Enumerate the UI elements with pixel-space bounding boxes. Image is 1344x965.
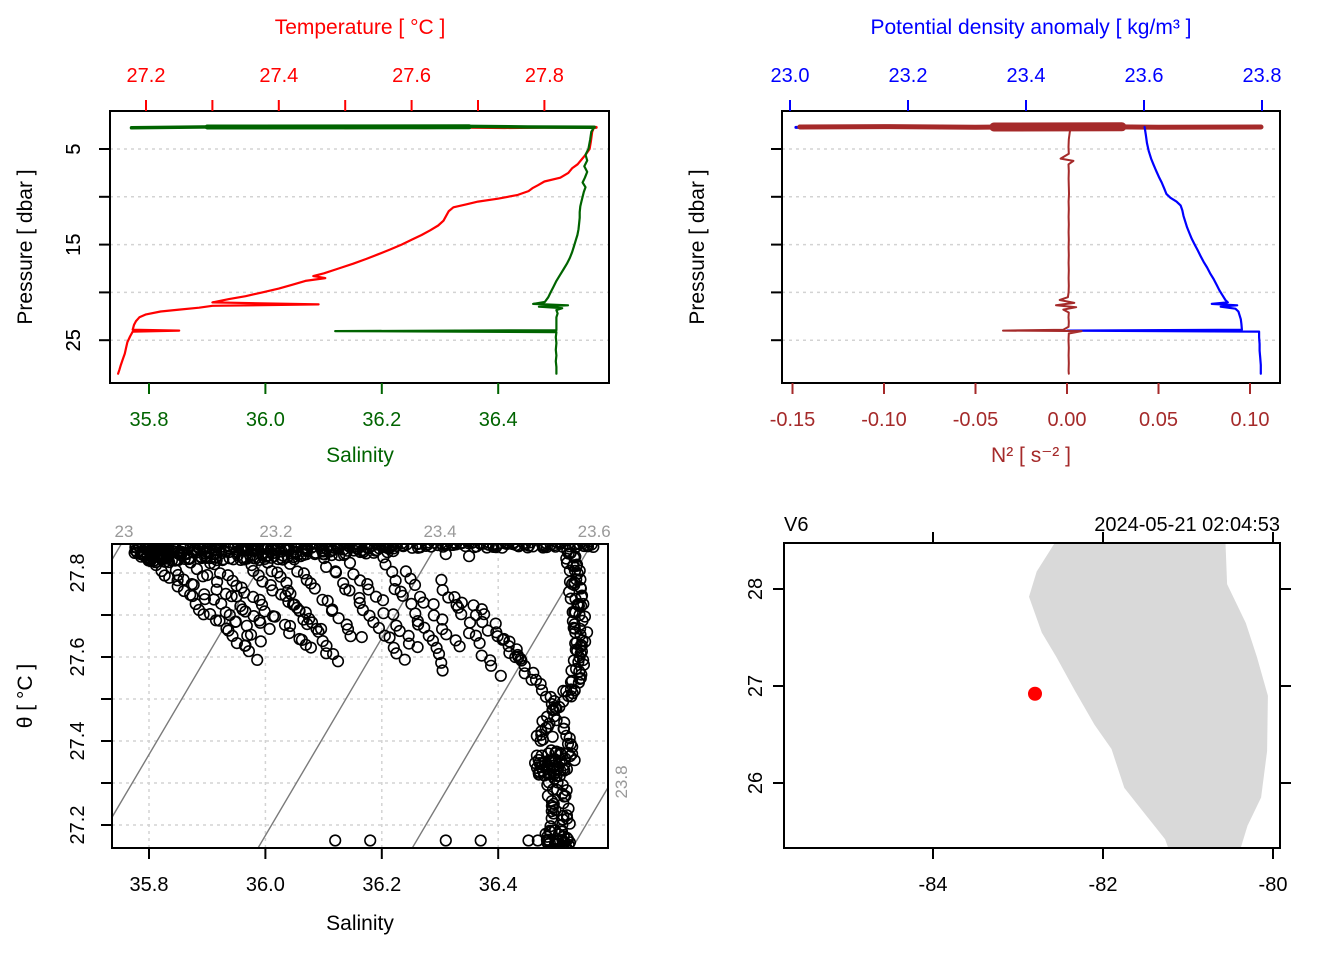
scatter-point: [345, 558, 356, 569]
theta-axis-title: θ [ °C ]: [14, 664, 37, 728]
scatter-point: [255, 636, 266, 647]
map-station-label: V6: [784, 514, 808, 536]
isopycnal-label: 23.4: [423, 522, 456, 541]
scatter-point: [475, 835, 486, 846]
isopycnal-label: 23.6: [578, 522, 611, 541]
panel-temperature-salinity-profile: 27.2 27.4 27.6 27.8 35.8 36.0 36.2 36.4 5 15 25: [63, 65, 609, 431]
tick-label: 23.2: [889, 65, 928, 87]
scatter-point: [464, 628, 475, 639]
tick-label: 27.4: [67, 722, 89, 761]
tick-label: 36.2: [362, 409, 401, 431]
isopycnal-label: 23.2: [259, 522, 292, 541]
tick-label: 23.4: [1007, 65, 1046, 87]
plot-box: [782, 111, 1280, 383]
scatter-point: [248, 592, 259, 603]
n2-axis-title: N² [ s⁻² ]: [991, 444, 1071, 467]
map-timestamp: 2024-05-21 02:04:53: [1094, 514, 1280, 536]
scatter-point: [456, 609, 467, 620]
scatter-point: [428, 599, 439, 610]
scatter-point: [292, 566, 303, 577]
tick-label: 27.4: [259, 65, 298, 87]
scatter-point: [284, 628, 295, 639]
tick-label: 0.05: [1139, 409, 1178, 431]
tick-label: 5: [63, 143, 85, 154]
scatter-point: [205, 609, 216, 620]
tick-label: 23.0: [771, 65, 810, 87]
tick-label: 27.8: [67, 554, 89, 593]
scatter-point: [338, 578, 349, 589]
tick-label: -82: [1089, 874, 1118, 896]
tick-label: 35.8: [130, 874, 169, 896]
plot-box: [110, 111, 609, 383]
salinity-axis-title-top-panel: Salinity: [326, 444, 394, 467]
scatter-point: [345, 631, 356, 642]
tick-label: -80: [1259, 874, 1288, 896]
data-series: [118, 127, 594, 374]
isopycnal-line: [571, 539, 754, 850]
scatter-point: [230, 617, 241, 628]
tick-label: 23.6: [1125, 65, 1164, 87]
scatter-point: [437, 665, 448, 676]
panel-density-n2-profile: 23.0 23.2 23.4 23.6 23.8 -0.15 -0.10 -0.05 0.00 0…: [63, 65, 1281, 431]
tick-label: 36.4: [479, 874, 518, 896]
scatter-point: [330, 835, 341, 846]
scatter-point: [400, 654, 411, 665]
tick-label: 0.00: [1048, 409, 1087, 431]
tick-label: 36.0: [246, 874, 285, 896]
tick-label: 15: [63, 233, 85, 255]
station-dot: [1028, 687, 1042, 701]
ts-scatter-points: [129, 536, 598, 857]
scatter-point: [464, 551, 475, 562]
land-polygon: [1029, 541, 1268, 851]
scatter-point: [436, 575, 447, 586]
isopycnal-label: 23.8: [612, 765, 631, 798]
panel-ts-diagram: 23 23.2 23.4 23.6 23.8 35.8 36.0 36.2 36.4 27.2 27…: [0, 522, 754, 896]
data-series: [335, 127, 594, 374]
scatter-point: [365, 835, 376, 846]
tick-label: 0.10: [1231, 409, 1270, 431]
scatter-point: [378, 608, 389, 619]
pressure-axis-title-right-panel: Pressure [ dbar ]: [686, 169, 709, 324]
scatter-point: [547, 732, 558, 743]
temperature-axis-title: Temperature [ °C ]: [275, 16, 446, 39]
tick-label: 27.2: [127, 65, 166, 87]
tick-label: 35.8: [130, 409, 169, 431]
tick-label: 36.0: [246, 409, 285, 431]
tick-label: 23.8: [1243, 65, 1282, 87]
tick-label: 27.6: [392, 65, 431, 87]
tick-label: 27: [745, 675, 767, 697]
plot-box: [112, 544, 608, 848]
pressure-axis-title-left-panel: Pressure [ dbar ]: [14, 169, 37, 324]
scatter-point: [252, 655, 263, 666]
tick-label: 27.8: [525, 65, 564, 87]
tick-label: -0.15: [770, 409, 816, 431]
tick-label: -84: [919, 874, 948, 896]
isopycnal-label: 23: [115, 522, 134, 541]
scatter-point: [496, 671, 507, 682]
data-series: [1003, 127, 1082, 374]
panel-station-map: -84 -82 -80 26 27 28: [745, 532, 1291, 896]
tick-label: 27.2: [67, 806, 89, 845]
scatter-point: [437, 585, 448, 596]
tick-label: 36.2: [362, 874, 401, 896]
salinity-axis-title-ts-panel: Salinity: [326, 912, 394, 935]
scatter-point: [348, 569, 359, 580]
tick-label: 36.4: [479, 409, 518, 431]
scatter-point: [441, 835, 452, 846]
tick-label: 25: [63, 329, 85, 351]
data-series: [1067, 127, 1261, 374]
tick-label: -0.10: [861, 409, 907, 431]
tick-label: 26: [745, 772, 767, 794]
tick-label: 28: [745, 578, 767, 600]
density-axis-title: Potential density anomaly [ kg/m³ ]: [871, 16, 1192, 39]
tick-label: 27.6: [67, 638, 89, 677]
tick-label: -0.05: [953, 409, 999, 431]
scatter-point: [457, 538, 468, 549]
scatter-point: [357, 632, 368, 643]
scatter-point: [419, 622, 430, 633]
